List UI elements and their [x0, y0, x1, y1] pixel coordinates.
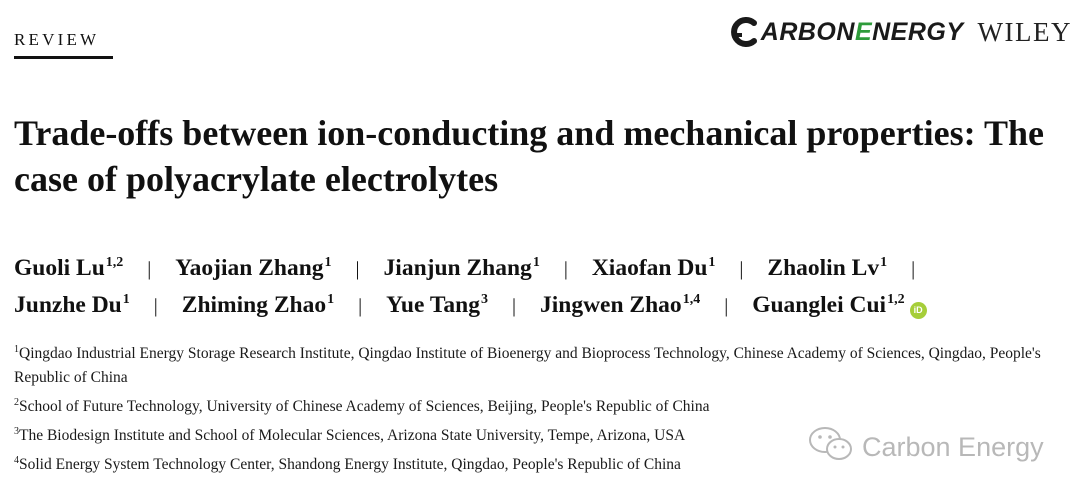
orcid-icon[interactable]: iD [909, 301, 927, 319]
section-label: REVIEW [14, 30, 100, 49]
author[interactable]: Jianjun Zhang1 [383, 255, 540, 281]
carbon-energy-logo: ARBON E NERGY [728, 17, 964, 47]
author-separator: | [563, 258, 568, 280]
author[interactable]: Junzhe Du1 [14, 292, 130, 318]
author-separator: | [355, 258, 360, 280]
affiliation-list: 1Qingdao Industrial Energy Storage Resea… [14, 342, 1076, 477]
author-separator: | [511, 295, 516, 317]
affiliation: 4Solid Energy System Technology Center, … [14, 455, 681, 474]
affiliation: 1Qingdao Industrial Energy Storage Resea… [14, 344, 1041, 387]
author[interactable]: Yue Tang3 [386, 292, 488, 318]
wechat-icon [808, 426, 862, 469]
author[interactable]: Zhaolin Lv1 [767, 255, 888, 281]
section-label-underline [14, 56, 113, 59]
logo-text-nergy: NERGY [872, 17, 964, 46]
affiliation: 3The Biodesign Institute and School of M… [14, 426, 686, 445]
author-list: Guoli Lu1,2 | Yaojian Zhang1 | Jianjun Z… [14, 250, 1074, 324]
watermark-text: Carbon Energy [862, 432, 1044, 462]
journal-brand: ARBON E NERGY WILEY [728, 14, 1072, 50]
author-separator: | [911, 258, 916, 280]
author[interactable]: Xiaofan Du1 [591, 255, 716, 281]
article-title: Trade-offs between ion-conducting and me… [14, 113, 1044, 199]
author[interactable]: Guoli Lu1,2 [14, 255, 124, 281]
author-separator: | [724, 295, 729, 317]
logo-text-carbon: ARBON [760, 17, 855, 46]
author-row: Junzhe Du1 | Zhiming Zhao1 | Yue Tang3 |… [14, 287, 1074, 324]
affiliation: 2School of Future Technology, University… [14, 397, 710, 416]
logo-text-green-e: E [854, 17, 873, 46]
author-row: Guoli Lu1,2 | Yaojian Zhang1 | Jianjun Z… [14, 250, 1074, 287]
publisher-logo: WILEY [977, 16, 1072, 47]
author-separator: | [153, 295, 158, 317]
author-separator: | [147, 258, 152, 280]
author-separator: | [358, 295, 363, 317]
author[interactable]: Jingwen Zhao1,4 [539, 292, 701, 318]
author[interactable]: Zhiming Zhao1 [181, 292, 335, 318]
watermark: Carbon Energy [808, 426, 1044, 469]
carbon-energy-c-icon [728, 17, 760, 47]
author-separator: | [739, 258, 744, 280]
author[interactable]: Guanglei Cui1,2 [752, 292, 905, 318]
author[interactable]: Yaojian Zhang1 [175, 255, 332, 281]
